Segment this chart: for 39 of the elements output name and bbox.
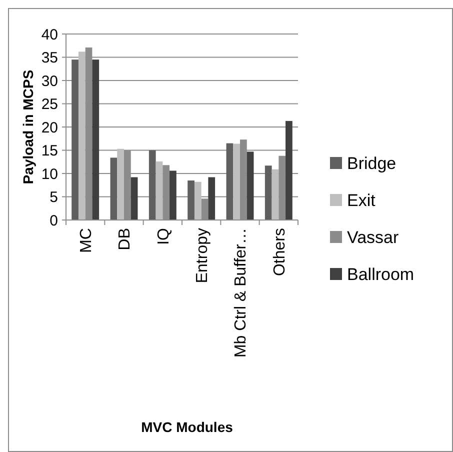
bar bbox=[72, 60, 78, 220]
bar bbox=[246, 152, 254, 220]
bar bbox=[286, 120, 292, 220]
y-tick-label: 10 bbox=[41, 166, 58, 183]
x-tick-label: Entropy bbox=[194, 228, 211, 284]
y-tick-label: 25 bbox=[41, 96, 58, 113]
bar bbox=[156, 161, 163, 220]
x-axis-title: MVC Modules bbox=[141, 419, 234, 435]
bar bbox=[264, 166, 272, 220]
bar bbox=[78, 52, 86, 220]
bar bbox=[188, 180, 194, 220]
y-tick-label: 5 bbox=[50, 189, 58, 206]
y-tick-label: 0 bbox=[50, 212, 58, 230]
bar bbox=[194, 182, 202, 220]
x-tick-label: DB bbox=[116, 228, 134, 250]
y-axis-title: Payload in MCPS bbox=[20, 70, 36, 184]
bar bbox=[148, 150, 156, 220]
bar bbox=[208, 177, 216, 220]
bar bbox=[170, 170, 176, 220]
x-tick-label: IQ bbox=[155, 228, 172, 245]
bar bbox=[130, 177, 138, 220]
x-tick-label: MC bbox=[78, 228, 95, 253]
legend-label: Exit bbox=[347, 190, 376, 210]
bar bbox=[117, 148, 124, 220]
bar bbox=[272, 169, 279, 220]
y-tick-label: 20 bbox=[41, 119, 58, 136]
y-tick-label: 35 bbox=[41, 50, 58, 66]
y-tick-label: 30 bbox=[41, 72, 58, 90]
x-tick-label: Others bbox=[271, 228, 288, 276]
y-tick-label: 15 bbox=[41, 142, 58, 160]
bar bbox=[110, 158, 118, 220]
bar bbox=[92, 60, 100, 220]
x-tick-label: Mb Ctrl & Buffer… bbox=[232, 228, 250, 358]
bar bbox=[233, 144, 240, 220]
legend-label: Bridge bbox=[347, 154, 396, 173]
y-tick-label: 40 bbox=[41, 26, 58, 44]
bar bbox=[226, 143, 234, 220]
legend-label: Ballroom bbox=[347, 264, 414, 284]
legend-label: Vassar bbox=[347, 228, 399, 247]
